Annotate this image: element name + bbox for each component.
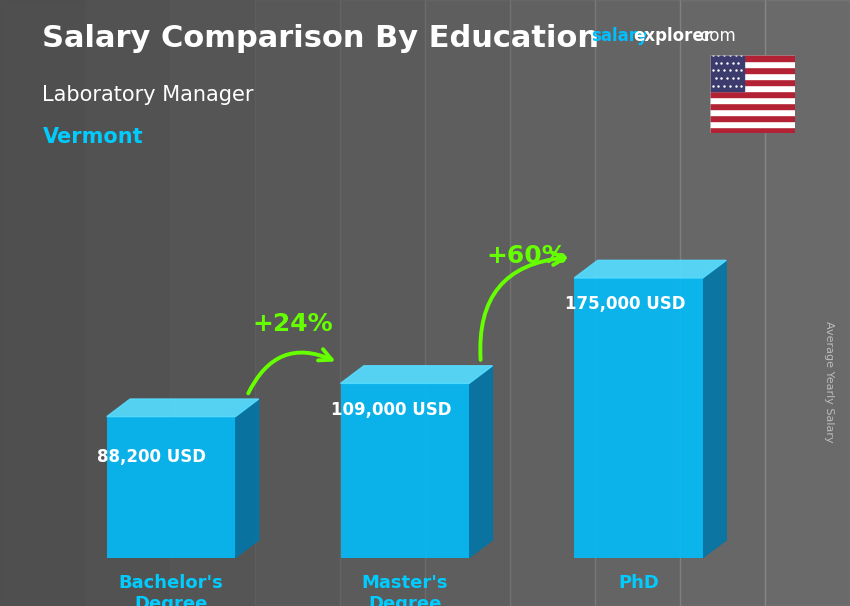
Bar [710,55,795,61]
Text: +60%: +60% [486,244,567,268]
Bar [710,55,744,91]
Bar [710,97,795,103]
Bar [340,0,425,606]
Bar [680,0,765,606]
Bar [425,0,510,606]
Text: explorer: explorer [633,27,712,45]
Text: +24%: +24% [252,312,333,336]
Bar [710,109,795,115]
Bar [107,416,235,558]
Bar [710,121,795,127]
Text: Salary Comparison By Education: Salary Comparison By Education [42,24,599,53]
Polygon shape [235,399,258,558]
Polygon shape [703,261,726,558]
Bar [255,0,340,606]
Bar [710,103,795,109]
Bar [170,0,255,606]
Text: Vermont: Vermont [42,127,143,147]
Bar [710,67,795,73]
Polygon shape [469,366,492,558]
Bar [710,85,795,91]
Bar [510,0,595,606]
Bar [595,0,680,606]
Bar [575,278,703,558]
Bar [710,91,795,97]
Polygon shape [341,366,492,384]
Bar [341,384,469,558]
Text: .com: .com [695,27,736,45]
Bar [710,127,795,133]
Bar [710,79,795,85]
Bar [710,61,795,67]
Bar [710,73,795,79]
Bar [0,0,85,606]
Text: Laboratory Manager: Laboratory Manager [42,85,254,105]
Text: 175,000 USD: 175,000 USD [565,295,685,313]
Text: 109,000 USD: 109,000 USD [332,401,451,419]
Text: Average Yearly Salary: Average Yearly Salary [824,321,834,442]
Bar [765,0,850,606]
Polygon shape [575,261,726,278]
Bar [710,115,795,121]
Bar [85,0,170,606]
Polygon shape [107,399,258,416]
Text: 88,200 USD: 88,200 USD [98,448,207,465]
Text: salary: salary [591,27,648,45]
